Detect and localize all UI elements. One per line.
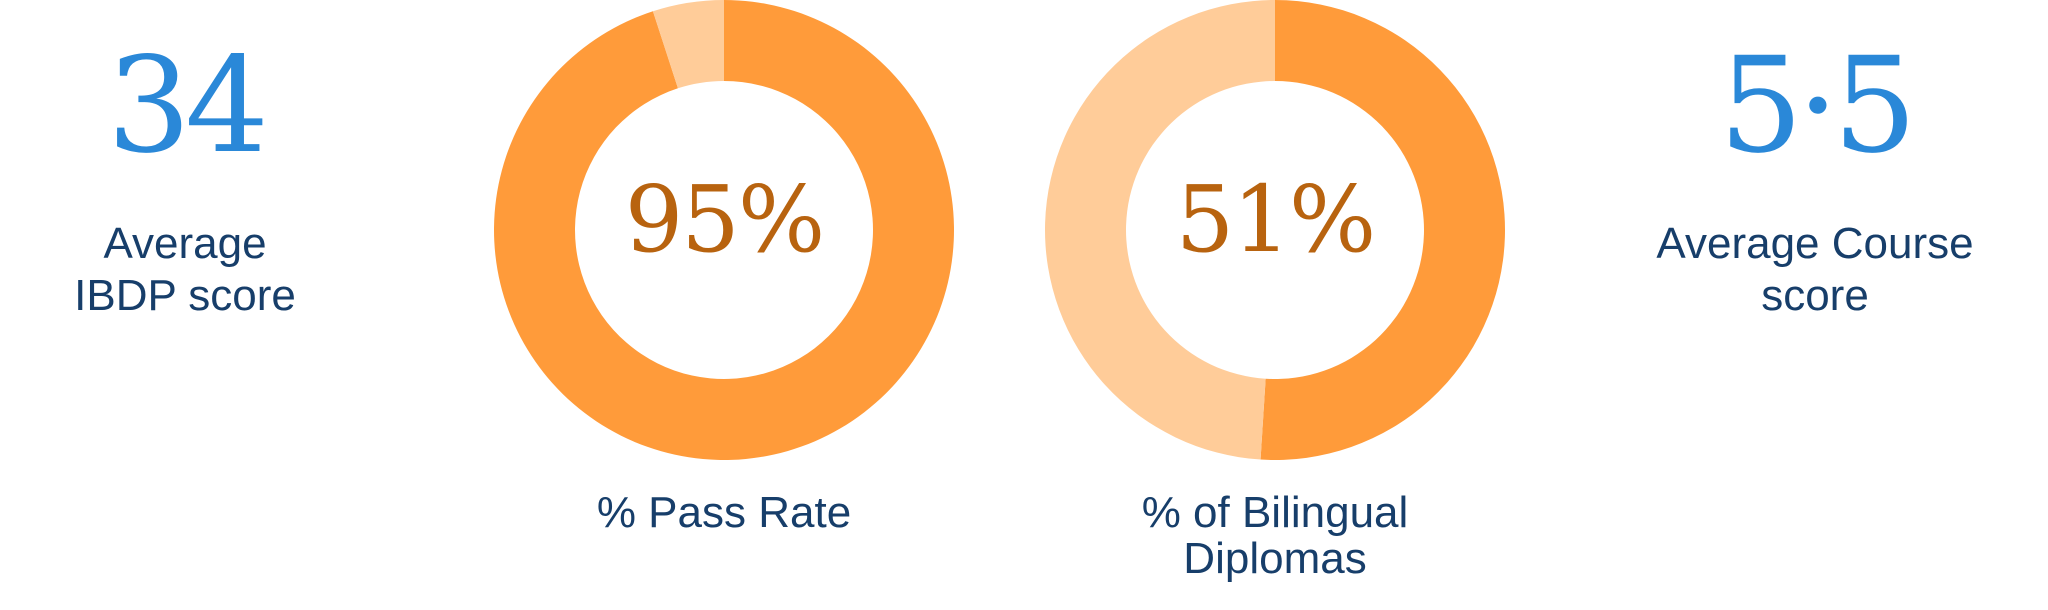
donut-caption: % Pass Rate <box>504 490 944 536</box>
stat-average-ibdp-score: 34 Average IBDP score <box>40 0 330 340</box>
stat-average-course-score: 5·5 Average Course score <box>1620 0 2010 340</box>
stat-label-line: IBDP score <box>74 271 296 320</box>
stat-label-line: Average <box>103 219 267 268</box>
donut-center-label: 51% <box>1175 166 1376 273</box>
stat-label-line: Average Course <box>1656 219 1974 268</box>
stat-label: Average IBDP score <box>40 218 330 322</box>
donut-slice-1 <box>1045 0 1275 460</box>
donut-slice-0 <box>494 0 954 460</box>
stat-label: Average Course score <box>1620 218 2010 322</box>
donut-chart-bilingual-diplomas <box>1045 0 1506 460</box>
donut-slice-0 <box>1260 0 1506 460</box>
donut-chart-pass-rate <box>494 0 954 460</box>
donut-caption-line: Diplomas <box>1183 534 1367 583</box>
stat-value: 5·5 <box>1719 29 1917 183</box>
donut-slice-1 <box>652 0 724 89</box>
donut-caption: % of Bilingual Diplomas <box>1055 490 1495 582</box>
donut-caption-line: % of Bilingual <box>1141 488 1409 537</box>
donut-caption-line: % Pass Rate <box>596 488 852 537</box>
stat-label-line: score <box>1761 271 1869 320</box>
donut-center-label: 95% <box>624 166 825 273</box>
stat-value: 34 <box>107 29 269 183</box>
